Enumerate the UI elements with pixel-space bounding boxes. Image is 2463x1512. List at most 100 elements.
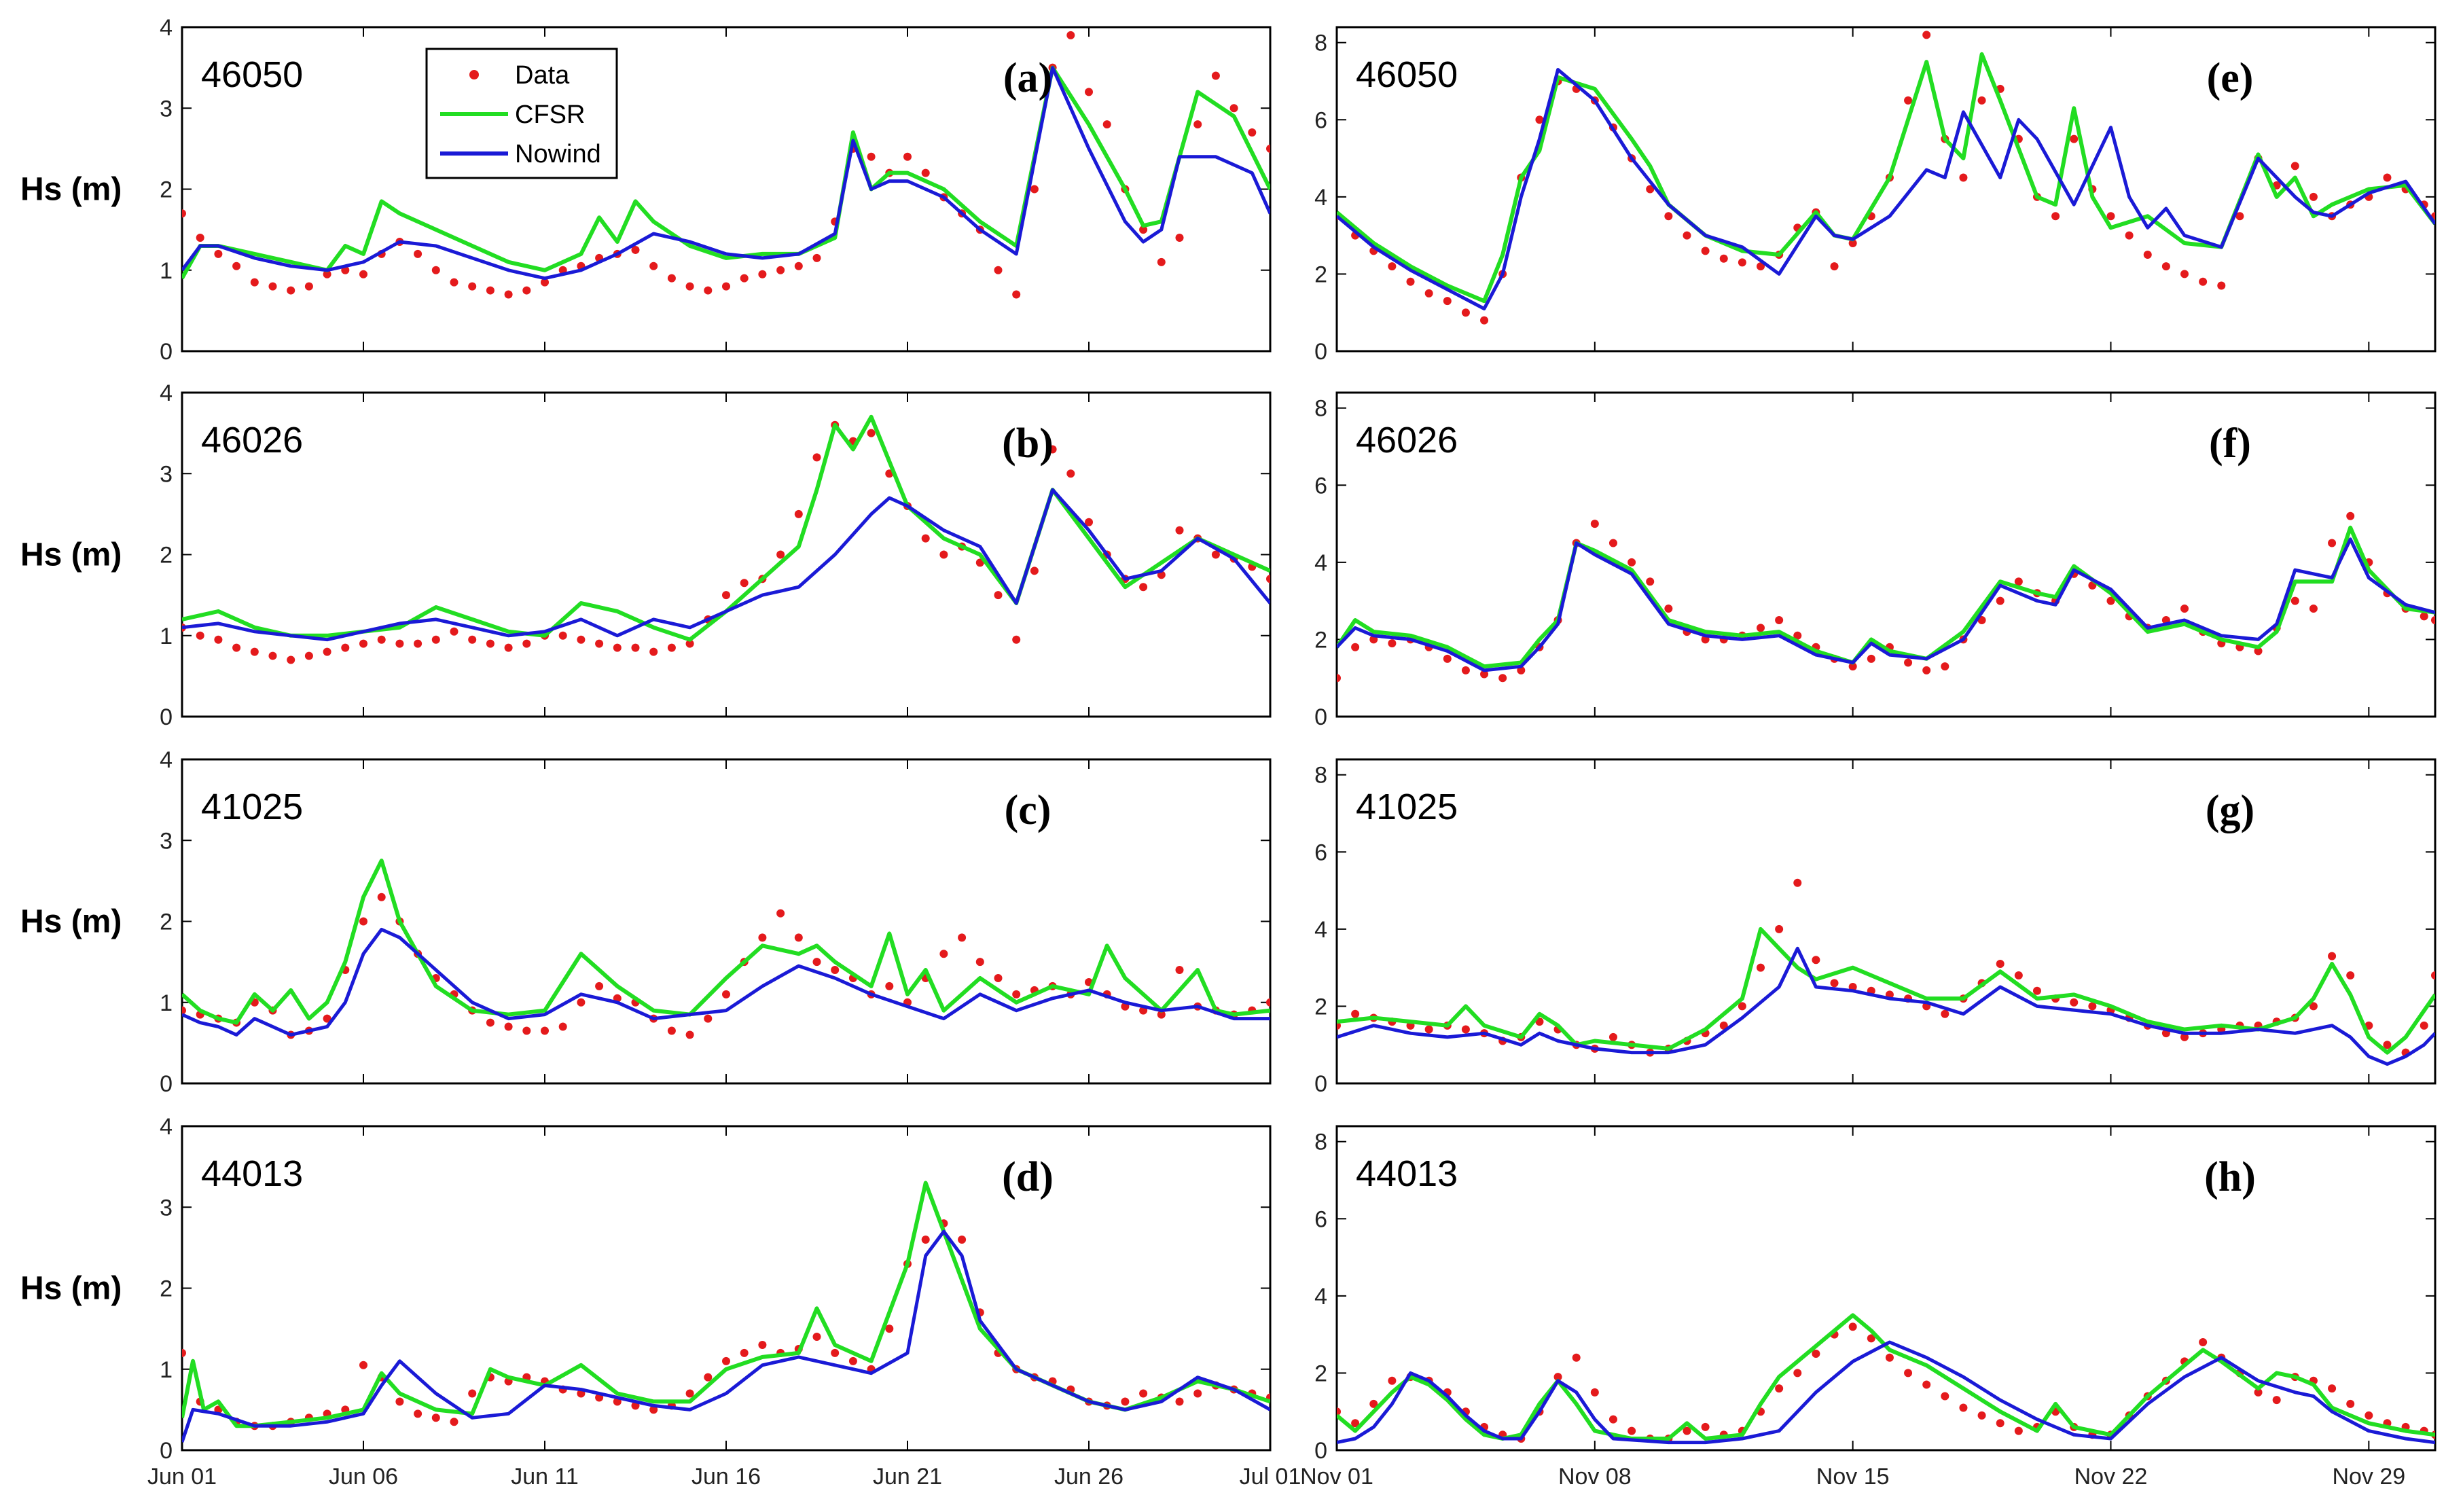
- y-tick-label: 6: [1314, 1206, 1327, 1232]
- data-point: [1959, 1403, 1968, 1412]
- data-point: [2032, 986, 2041, 995]
- x-tick-label: Nov 01: [1300, 1464, 1373, 1490]
- y-tick-label: 1: [160, 624, 173, 649]
- legend-data-marker: [469, 70, 479, 79]
- data-point: [1922, 666, 1931, 674]
- data-point: [1351, 1419, 1360, 1428]
- data-point: [359, 917, 367, 926]
- data-point: [1012, 990, 1021, 998]
- data-point: [359, 270, 367, 278]
- data-point: [1193, 1389, 1202, 1398]
- data-point: [1701, 1422, 1710, 1431]
- y-tick-label: 2: [160, 910, 173, 935]
- station-label: 46050: [1356, 54, 1458, 95]
- data-point: [2180, 605, 2189, 613]
- data-point: [2431, 971, 2435, 979]
- data-point: [2383, 173, 2392, 182]
- data-point: [2420, 612, 2428, 621]
- data-point: [1424, 289, 1433, 298]
- data-point: [812, 453, 821, 462]
- data-point: [1030, 566, 1039, 575]
- data-point: [522, 286, 531, 295]
- data-point: [541, 1026, 549, 1035]
- data-point: [794, 262, 803, 270]
- y-tick-label: 8: [1314, 763, 1327, 789]
- data-point: [1996, 959, 2004, 968]
- x-tick-label: Jun 26: [1054, 1464, 1123, 1490]
- y-tick-label: 1: [160, 1357, 173, 1383]
- data-point: [2383, 1041, 2392, 1049]
- data-point: [1157, 257, 1166, 266]
- series-data-markers: [182, 31, 1270, 299]
- data-point: [704, 1373, 713, 1382]
- data-point: [939, 550, 948, 559]
- series-cfsr-line: [1337, 926, 2435, 1055]
- data-point: [468, 1389, 477, 1398]
- data-point: [1608, 1415, 1617, 1424]
- data-point: [1351, 643, 1360, 651]
- data-point: [704, 286, 713, 295]
- data-point: [1793, 878, 1802, 887]
- data-point: [1775, 616, 1784, 625]
- series-group: [1337, 878, 2435, 1066]
- data-point: [2328, 539, 2337, 547]
- data-point: [1175, 1397, 1184, 1406]
- data-point: [1683, 231, 1691, 240]
- data-point: [323, 270, 331, 278]
- data-point: [1941, 662, 1949, 671]
- panel-tag: (g): [2206, 787, 2254, 833]
- data-point: [595, 639, 604, 648]
- data-point: [1959, 173, 1968, 182]
- data-point: [1553, 1373, 1562, 1382]
- data-point: [2309, 1002, 2318, 1011]
- data-point: [667, 643, 676, 652]
- data-point: [359, 1361, 367, 1369]
- data-point: [704, 1014, 713, 1023]
- data-point: [431, 1414, 440, 1422]
- y-tick-label: 0: [160, 704, 173, 730]
- data-point: [1461, 308, 1470, 317]
- data-point: [414, 1409, 423, 1418]
- data-point: [1590, 520, 1599, 528]
- y-tick-label: 8: [1314, 396, 1327, 422]
- plot-frame: [181, 26, 1272, 353]
- data-point: [794, 509, 803, 518]
- series-cfsr-line: [182, 414, 1270, 642]
- y-tick-label: 2: [160, 177, 173, 203]
- data-point: [812, 1333, 821, 1342]
- data-point: [722, 1356, 730, 1365]
- data-point: [2309, 605, 2318, 613]
- data-point: [2143, 251, 2152, 259]
- data-point: [1012, 635, 1021, 644]
- panel-b: 0 1 2 3 4 Hs (m) 46026 (b): [20, 380, 1272, 730]
- data-point: [1775, 1384, 1784, 1393]
- data-point: [1646, 577, 1655, 586]
- panel-c: 0 1 2 3 4 Hs (m) 41025 (c): [20, 747, 1272, 1097]
- data-point: [758, 270, 767, 278]
- data-point: [740, 579, 749, 588]
- x-tick-label: Nov 29: [2332, 1464, 2405, 1490]
- data-point: [649, 1405, 658, 1414]
- data-point: [214, 635, 223, 644]
- data-point: [1664, 212, 1673, 221]
- data-point: [359, 639, 367, 648]
- data-point: [667, 1026, 676, 1035]
- data-point: [1443, 654, 1452, 663]
- y-tick-label: 8: [1314, 31, 1327, 56]
- data-point: [1085, 88, 1093, 96]
- data-point: [885, 982, 894, 990]
- series-cfsr-line: [1337, 1313, 2435, 1441]
- data-point: [848, 1356, 857, 1365]
- y-axis-label: Hs (m): [20, 904, 122, 940]
- data-point: [2217, 281, 2226, 290]
- data-point: [722, 990, 730, 998]
- data-point: [182, 1006, 186, 1015]
- data-point: [2420, 1021, 2428, 1030]
- data-point: [1867, 1334, 1875, 1343]
- data-point: [831, 966, 840, 975]
- x-tick-label: Jun 06: [329, 1464, 398, 1490]
- y-axis-label: Hs (m): [20, 537, 122, 573]
- series-nowind-line: [1337, 946, 2435, 1066]
- data-point: [994, 973, 1003, 982]
- data-point: [685, 1030, 694, 1039]
